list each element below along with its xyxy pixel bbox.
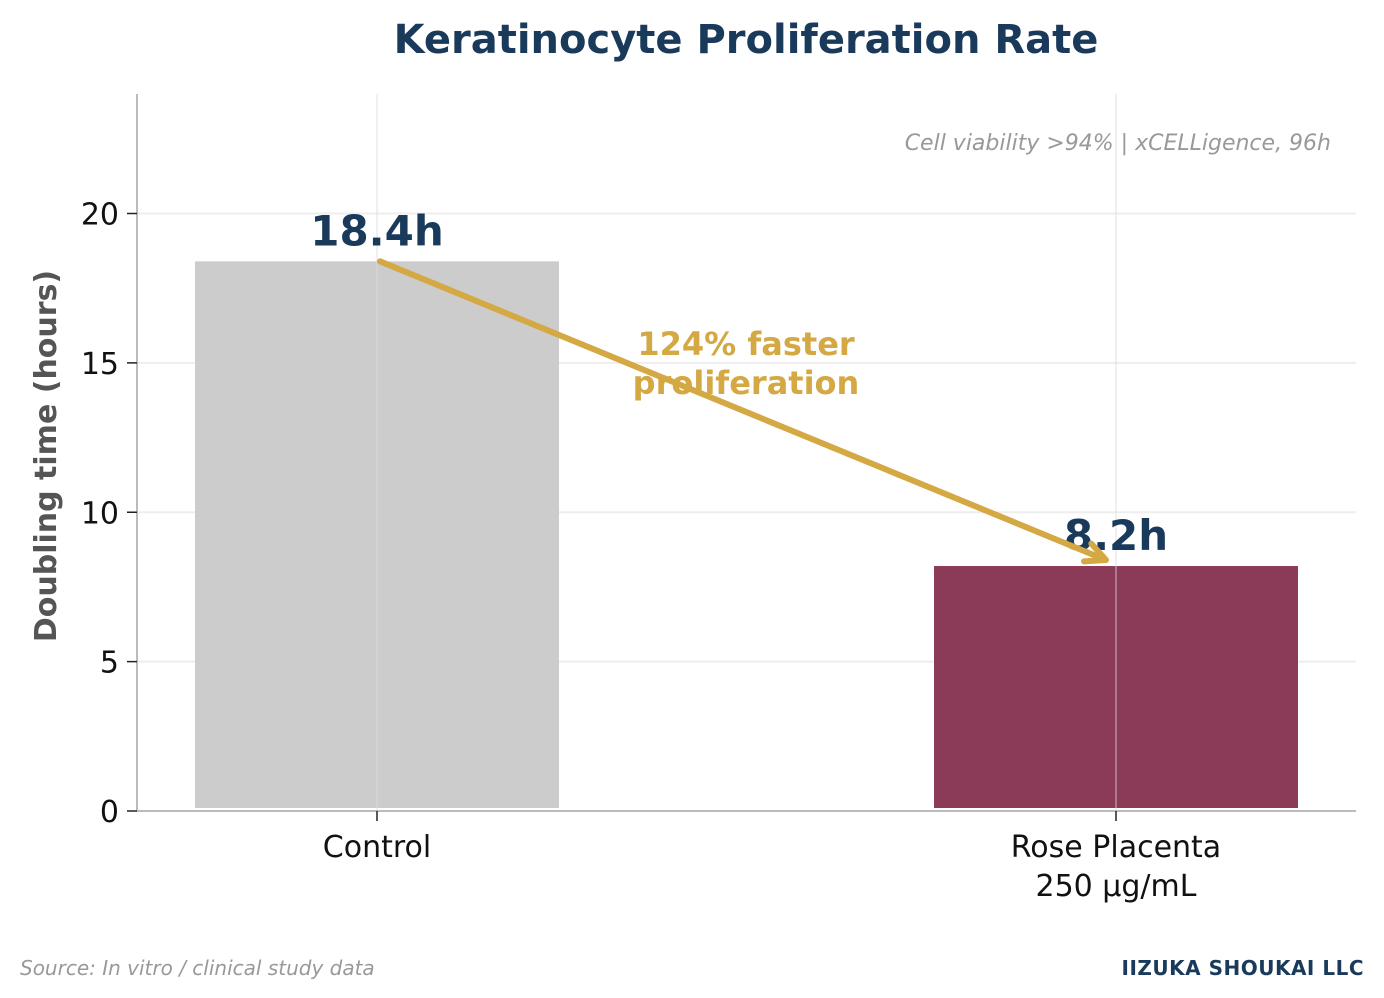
y-tick-label: 0	[100, 795, 119, 830]
annotation-text: 124% faster	[637, 325, 855, 363]
annotation-text: proliferation	[633, 364, 860, 402]
y-tick-label: 10	[81, 496, 119, 531]
annotation-arrowhead	[1081, 540, 1109, 565]
x-tick-label: Rose Placenta	[1011, 830, 1221, 865]
y-tick-label: 15	[81, 347, 119, 382]
y-tick-label: 20	[81, 198, 119, 233]
x-tick-label: 250 µg/mL	[1036, 869, 1197, 904]
x-tick-label: Control	[323, 830, 431, 865]
x-grid-layer	[376, 94, 1117, 811]
source-note: Source: In vitro / clinical study data	[20, 956, 375, 980]
y-tick-label: 5	[100, 646, 119, 681]
y-axis-label: Doubling time (hours)	[29, 270, 64, 642]
chart-title: Keratinocyte Proliferation Rate	[394, 17, 1099, 63]
brand-name: IIZUKA SHOUKAI LLC	[1122, 956, 1365, 980]
tick-layer: 0 5 10 15 20 Control Rose Placenta 250 µg/mL	[81, 198, 1221, 905]
chart-note: Cell viability >94% | xCELLigence, 96h	[905, 131, 1331, 156]
value-label: 8.2h	[1064, 511, 1168, 560]
value-label-layer: 18.4h 8.2h	[310, 206, 1168, 560]
annotation-arrow	[377, 258, 1106, 562]
value-label: 18.4h	[310, 206, 444, 255]
